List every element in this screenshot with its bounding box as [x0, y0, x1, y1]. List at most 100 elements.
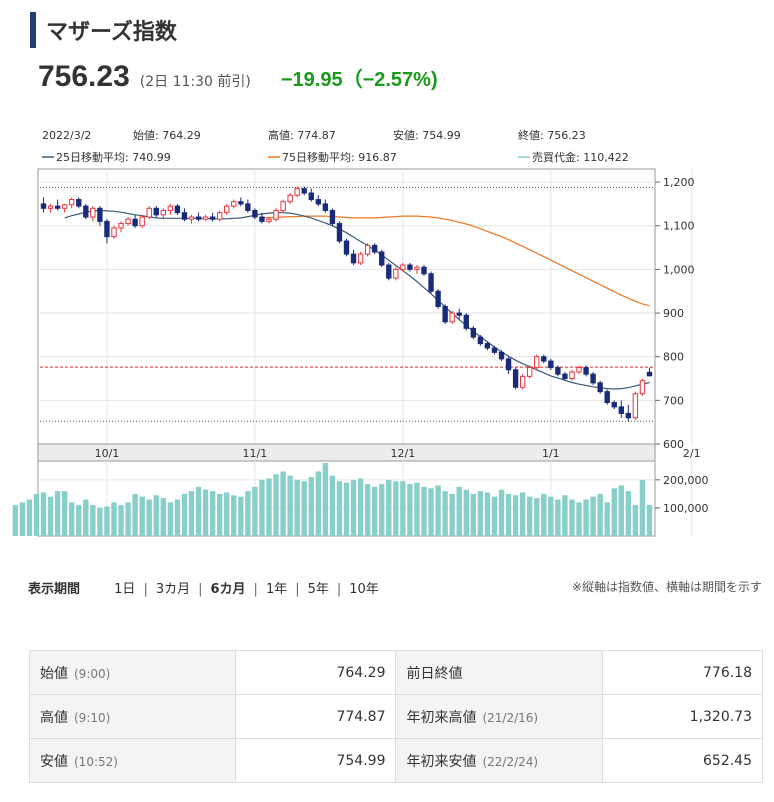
period-option[interactable]: 1日 — [114, 582, 136, 597]
period-options: 1日 | 3カ月 | 6カ月 | 1年 | 5年 | 10年 — [106, 582, 387, 597]
period-option[interactable]: 6カ月 — [210, 582, 246, 597]
volume-bar — [456, 486, 462, 536]
volume-bar — [590, 496, 596, 536]
candle-body — [153, 207, 159, 216]
volume-bar — [541, 493, 547, 536]
page-title: マザーズ指数 — [46, 20, 177, 45]
stats-row: 始値 (9:00) 764.29 前日終値 776.18 — [28, 650, 764, 695]
candle-body — [407, 264, 413, 270]
x-tick-label: 10/1 — [95, 447, 120, 460]
volume-bar — [160, 498, 166, 536]
volume-bar — [562, 495, 568, 536]
volume-bar — [618, 485, 624, 536]
period-separator: | — [198, 582, 203, 597]
volume-bar — [167, 502, 174, 536]
candle-body — [174, 205, 181, 214]
candle-body — [400, 264, 406, 270]
y-tick-label: 800 — [663, 351, 684, 364]
price-panel — [37, 168, 656, 445]
stat-label: 始値 (9:00) — [28, 650, 237, 695]
candle-body — [428, 273, 434, 292]
stat-label: 安値 (10:52) — [28, 738, 237, 783]
volume-bar — [245, 491, 251, 536]
candle-body — [569, 371, 575, 380]
candle-body — [90, 207, 96, 218]
candle-body — [83, 205, 89, 218]
volume-bar — [421, 486, 427, 536]
candle-body — [47, 205, 54, 209]
volume-bar — [61, 491, 68, 536]
x-tick-label: 12/1 — [391, 447, 416, 460]
price-summary: 756.23 (2日 11:30 前引) −19.95（−2.57%) — [38, 60, 438, 100]
volume-bar — [146, 499, 152, 536]
stats-row: 安値 (10:52) 754.99 年初来安値 (22/2/24) 652.45 — [28, 738, 764, 783]
volume-bar — [519, 492, 526, 536]
volume-bar — [69, 502, 75, 536]
candle-body — [583, 367, 589, 375]
volume-bar — [224, 492, 230, 536]
y-tick-label: 1,000 — [663, 263, 695, 276]
period-label: 表示期間 — [28, 582, 81, 597]
candle-body — [379, 251, 385, 266]
y-axis-ticks: 1,200 1,100 1,000 900 800 700 600 — [655, 176, 695, 451]
period-separator: | — [336, 582, 342, 597]
chart-high: 高値: 774.87 — [268, 128, 336, 142]
volume-bar — [238, 496, 244, 536]
candle-body — [463, 314, 469, 329]
stat-label-time: (9:10) — [74, 710, 111, 725]
volume-bar — [40, 492, 47, 536]
candle-body — [519, 375, 526, 388]
volume-bar — [83, 499, 89, 536]
volume-bar — [477, 491, 484, 536]
candle-body — [357, 253, 364, 264]
volume-bar — [491, 496, 498, 536]
candle-body — [632, 393, 639, 419]
volume-bar — [512, 495, 519, 536]
period-option[interactable]: 10年 — [349, 582, 379, 597]
stat-label-text: 前日終値 — [406, 665, 463, 682]
volume-bar — [322, 463, 329, 536]
candle-body — [484, 343, 491, 349]
candle-body — [132, 218, 138, 227]
stat-label-text: 年初来安値 — [406, 753, 477, 770]
volume-bar — [139, 496, 145, 536]
candle-body — [160, 209, 166, 216]
candle-body — [252, 209, 258, 218]
candle-body — [273, 209, 279, 220]
period-option[interactable]: 5年 — [307, 582, 329, 597]
candle-body — [364, 244, 371, 255]
volume-bar — [104, 506, 110, 536]
volume-bar — [153, 495, 159, 536]
candle-body — [646, 371, 653, 377]
period-option[interactable]: 3カ月 — [155, 582, 191, 597]
volume-bar — [435, 485, 441, 536]
candle-body — [40, 203, 47, 209]
volume-bar — [252, 486, 258, 536]
volume-bar — [259, 479, 265, 536]
candle-body — [336, 223, 343, 242]
volume-bar — [463, 489, 469, 536]
price-timestamp: (2日 11:30 前引) — [139, 74, 251, 90]
volume-bar — [393, 481, 399, 536]
period-separator: | — [295, 582, 300, 597]
volume-bar — [470, 493, 477, 536]
title-accent-bar — [30, 12, 36, 48]
candle-body — [639, 380, 646, 395]
volume-bar — [428, 488, 434, 536]
volume-bar — [527, 496, 533, 536]
candle-body — [245, 203, 251, 211]
volume-bar — [604, 502, 610, 536]
volume-bar — [202, 489, 209, 536]
y-tick-label: 1,200 — [663, 176, 695, 189]
ma75-line — [261, 215, 650, 307]
candle-body — [512, 369, 519, 388]
volume-bar — [301, 481, 307, 536]
candle-body — [449, 312, 455, 323]
candle-body — [477, 336, 484, 345]
candle-body — [301, 188, 307, 194]
volume-bar — [12, 505, 19, 536]
chart-date: 2022/3/2 — [42, 129, 91, 142]
volume-bar — [505, 493, 512, 536]
period-option[interactable]: 1年 — [265, 582, 288, 597]
stat-value: 774.87 — [235, 694, 397, 739]
